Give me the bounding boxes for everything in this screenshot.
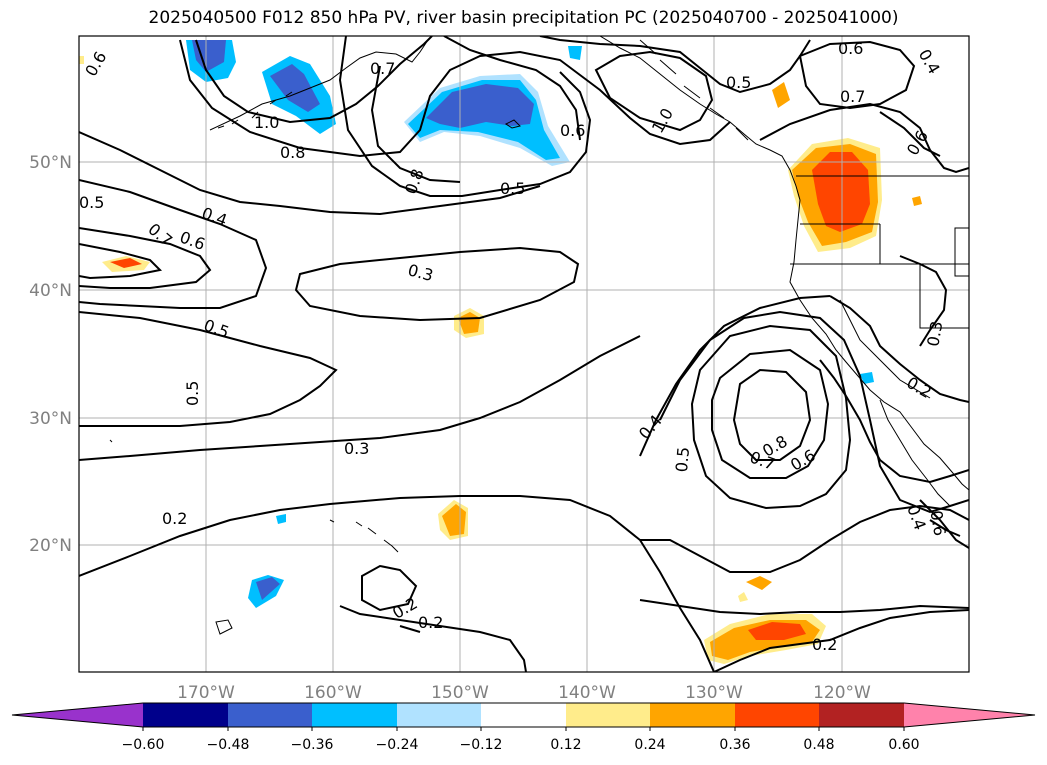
pos-anomaly-10 [79, 56, 84, 64]
contour-label-10: 0.7 [840, 87, 865, 106]
contour-label-9: 0.6 [838, 39, 863, 58]
contour-label-13: 0.5 [79, 193, 104, 212]
contour-label-22: 0.5 [672, 446, 693, 473]
contour-label-1: 0.7 [370, 59, 395, 78]
lat-label-50n: 50°N [29, 153, 72, 173]
colorbar-tick-2: −0.36 [291, 737, 334, 753]
lon-label-170w: 170°W [177, 683, 235, 703]
plot-frame [78, 35, 970, 673]
lat-label-40n: 40°N [29, 281, 72, 301]
colorbar-seg-3 [312, 703, 397, 727]
precip-shading [79, 40, 922, 664]
latitude-axis: 50°N 40°N 30°N 20°N [29, 153, 72, 556]
lon-label-120w: 120°W [813, 683, 871, 703]
colorbar-seg-5 [481, 703, 566, 727]
colorbar-seg-1 [143, 703, 228, 727]
colorbar-extend-low [12, 703, 143, 727]
contour-label-7: 0.5 [500, 179, 525, 198]
colorbar-tick-8: 0.48 [803, 737, 834, 753]
colorbar-seg-7 [650, 703, 735, 727]
contour-label-20: 0.3 [344, 439, 369, 458]
alaska-coast [209, 39, 429, 131]
colorbar-tick-4: −0.12 [460, 737, 503, 753]
colorbar-seg-6 [566, 703, 650, 727]
neg-anomaly-6 [568, 46, 582, 60]
lon-label-130w: 130°W [685, 683, 743, 703]
pos-anomaly-6 [746, 576, 772, 590]
colorbar-seg-2 [228, 703, 312, 727]
colorbar-tick-1: −0.48 [207, 737, 250, 753]
contour-label-27: 0.2 [162, 509, 187, 528]
colorbar-tick-3: −0.24 [376, 737, 419, 753]
colorbar-seg-4 [397, 703, 481, 727]
colorbar-tick-6: 0.24 [634, 737, 665, 753]
colorbar-seg-9 [819, 703, 904, 727]
contour-label-19: 0.5 [183, 381, 202, 406]
colorbar-seg-8 [735, 703, 819, 727]
colorbar-tick-9: 0.60 [888, 737, 919, 753]
contour-label-3: 0.8 [280, 143, 305, 162]
map-title: 2025040500 F012 850 hPa PV, river basin … [148, 8, 899, 28]
colorbar-tick-0: −0.60 [122, 737, 165, 753]
lon-label-160w: 160°W [304, 683, 362, 703]
state-borders [790, 223, 969, 399]
longitude-axis: 170°W 160°W 150°W 140°W 130°W 120°W [177, 683, 871, 703]
lon-label-150w: 150°W [431, 683, 489, 703]
colorbar-extend-high [904, 703, 1035, 727]
lat-label-20n: 20°N [29, 536, 72, 556]
us-west-coast [789, 199, 969, 491]
contour-label-2: 1.0 [254, 113, 279, 132]
colorbar-tick-5: 0.12 [550, 737, 581, 753]
gridlines [79, 36, 969, 672]
colorbar-tick-7: 0.36 [719, 737, 750, 753]
lat-label-30n: 30°N [29, 409, 72, 429]
baja-coast [879, 399, 951, 507]
pos-anomaly-7 [738, 592, 748, 602]
contour-label-30: 0.2 [812, 635, 837, 654]
islands [329, 519, 399, 553]
neg-anomaly-7 [860, 372, 874, 384]
pos-anomaly-9 [912, 196, 922, 206]
contour-label-33: 0.6 [926, 509, 949, 537]
pv-contours [79, 36, 969, 672]
pos-anomaly-8 [772, 82, 790, 108]
contour-label-29: 0.2 [418, 613, 443, 632]
contour-label-8: 0.5 [726, 73, 751, 92]
contour-label-5: 0.6 [560, 121, 585, 140]
contour-label-26: 0.3 [923, 320, 946, 348]
lon-label-140w: 140°W [558, 683, 616, 703]
colorbar: −0.60 −0.48 −0.36 −0.24 −0.12 0.12 0.24 … [11, 702, 1036, 753]
neg-anomaly-5 [276, 514, 286, 524]
